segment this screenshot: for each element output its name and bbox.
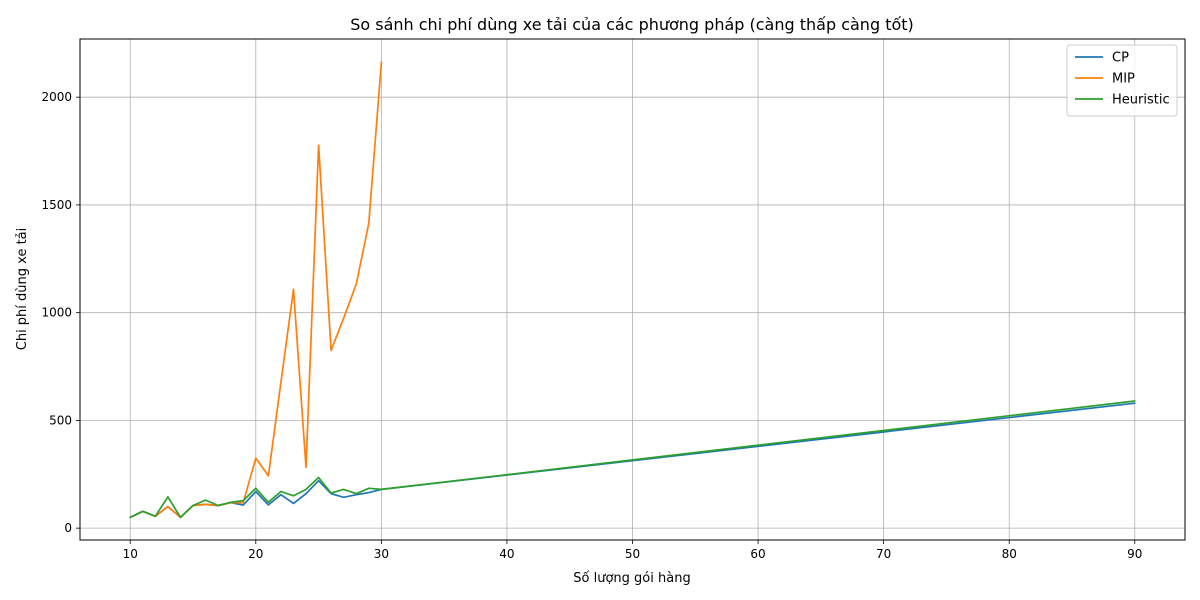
x-axis-label: Số lượng gói hàng [573, 571, 690, 586]
chart-title: So sánh chi phí dùng xe tải của các phươ… [350, 15, 914, 34]
series-line-mip [129, 61, 383, 519]
series-line-heuristic [129, 400, 1136, 519]
x-tick-label: 60 [750, 547, 765, 561]
x-tick-label: 90 [1127, 547, 1142, 561]
series-layer [129, 61, 1136, 519]
x-tick-label: 20 [248, 547, 263, 561]
ticks: 10 20 30 40 50 60 70 80 90 0 500 1000 1500 2000 [41, 90, 1142, 561]
legend-label: MIP [1112, 72, 1135, 87]
y-tick-label: 1500 [41, 198, 72, 212]
x-tick-label: 30 [374, 547, 389, 561]
legend: CP MIP Heuristic [1066, 44, 1178, 117]
grid [80, 39, 1185, 540]
x-tick-label: 80 [1002, 547, 1017, 561]
legend-label: Heuristic [1112, 93, 1170, 108]
y-axis-label: Chi phí dùng xe tải [15, 228, 30, 351]
y-tick-label: 500 [49, 413, 72, 427]
y-tick-label: 1000 [41, 306, 72, 320]
legend-label: CP [1112, 51, 1129, 66]
x-tick-label: 10 [123, 547, 138, 561]
y-tick-label: 2000 [41, 90, 72, 104]
x-tick-label: 40 [499, 547, 514, 561]
x-tick-label: 70 [876, 547, 891, 561]
x-tick-label: 50 [625, 547, 640, 561]
y-tick-label: 0 [64, 521, 72, 535]
